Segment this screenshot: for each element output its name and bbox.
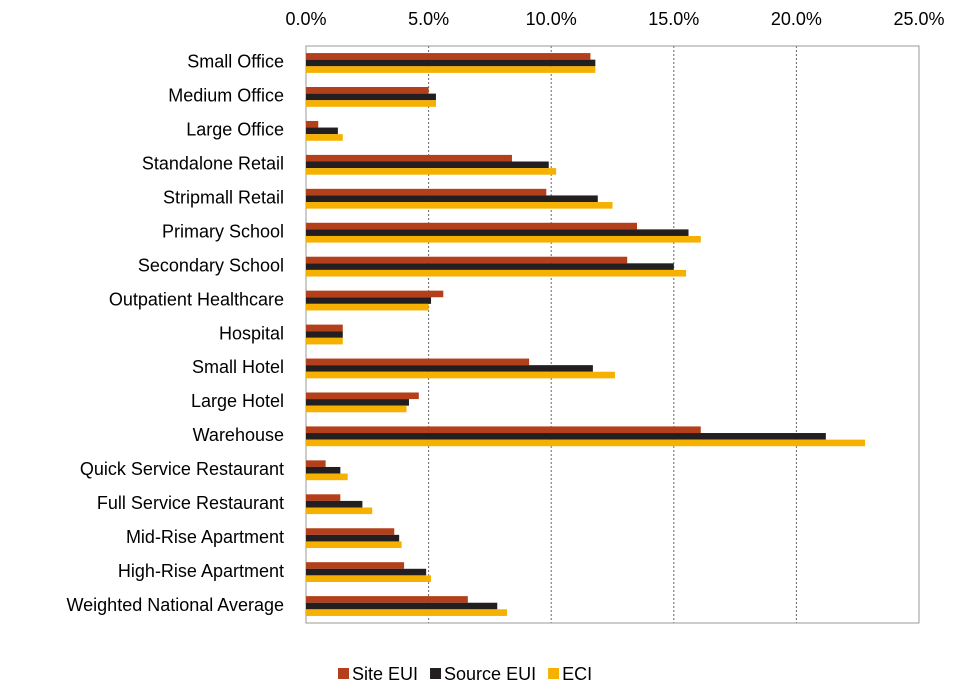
bar bbox=[306, 297, 432, 304]
bar bbox=[306, 399, 409, 406]
bar bbox=[306, 575, 432, 582]
x-tick-label: 5.0% bbox=[408, 9, 449, 29]
legend-label: Site EUI bbox=[352, 664, 418, 684]
bar bbox=[306, 269, 687, 277]
bar bbox=[306, 609, 508, 616]
bar bbox=[306, 222, 638, 230]
legend-label: ECI bbox=[562, 664, 592, 684]
x-tick-label: 10.0% bbox=[526, 9, 577, 29]
y-tick-label: Outpatient Healthcare bbox=[109, 289, 284, 309]
bar bbox=[306, 405, 407, 413]
bar bbox=[306, 371, 615, 379]
bar bbox=[306, 331, 343, 338]
bar bbox=[306, 53, 591, 60]
y-tick-label: Weighted National Average bbox=[67, 595, 285, 615]
bar bbox=[306, 534, 400, 542]
bar bbox=[306, 263, 674, 270]
bar bbox=[306, 127, 338, 135]
bar bbox=[306, 229, 689, 236]
bar bbox=[306, 59, 596, 67]
bar bbox=[306, 500, 363, 508]
y-tick-label: Primary School bbox=[162, 221, 284, 241]
bar bbox=[306, 602, 498, 610]
y-tick-label: Secondary School bbox=[138, 255, 284, 275]
y-tick-label: Medium Office bbox=[168, 86, 284, 106]
bar bbox=[306, 168, 557, 175]
y-tick-label: Warehouse bbox=[193, 425, 284, 445]
bar bbox=[306, 161, 549, 169]
bar bbox=[306, 562, 405, 569]
bar bbox=[306, 460, 326, 467]
bar bbox=[306, 337, 343, 345]
x-tick-label: 20.0% bbox=[771, 9, 822, 29]
y-tick-label: High-Rise Apartment bbox=[118, 561, 284, 581]
bar bbox=[306, 494, 341, 501]
bar bbox=[306, 256, 628, 264]
x-tick-label: 25.0% bbox=[893, 9, 944, 29]
bar bbox=[306, 507, 373, 515]
y-tick-label: Small Office bbox=[187, 52, 284, 72]
bar bbox=[306, 568, 427, 576]
bar bbox=[306, 392, 419, 400]
y-tick-label: Hospital bbox=[219, 323, 284, 343]
bar bbox=[306, 473, 348, 481]
x-tick-label: 15.0% bbox=[648, 9, 699, 29]
legend-label: Source EUI bbox=[444, 664, 536, 684]
legend-swatch bbox=[430, 668, 442, 679]
bar bbox=[306, 365, 593, 372]
bar bbox=[306, 439, 866, 447]
bar bbox=[306, 528, 395, 535]
y-tick-label: Large Hotel bbox=[191, 391, 284, 411]
bar bbox=[306, 134, 343, 141]
bar bbox=[306, 466, 341, 474]
bar bbox=[306, 303, 429, 311]
bar bbox=[306, 358, 530, 366]
bar bbox=[306, 235, 701, 243]
bar bbox=[306, 93, 436, 101]
bar bbox=[306, 433, 826, 440]
bar bbox=[306, 154, 512, 162]
y-tick-label: Quick Service Restaurant bbox=[80, 459, 284, 479]
y-tick-label: Large Office bbox=[186, 120, 284, 140]
y-tick-label: Full Service Restaurant bbox=[97, 493, 284, 513]
bar bbox=[306, 596, 468, 603]
bar bbox=[306, 541, 402, 549]
bar bbox=[306, 324, 343, 332]
y-tick-label: Stripmall Retail bbox=[163, 187, 284, 207]
bar bbox=[306, 100, 436, 107]
bar bbox=[306, 120, 319, 128]
bar bbox=[306, 426, 701, 434]
y-tick-label: Small Hotel bbox=[192, 357, 284, 377]
bar bbox=[306, 195, 598, 203]
legend-swatch bbox=[548, 668, 560, 679]
y-tick-label: Standalone Retail bbox=[142, 154, 284, 174]
bar bbox=[306, 290, 444, 298]
bar bbox=[306, 66, 596, 73]
bar bbox=[306, 188, 547, 196]
legend-swatch bbox=[338, 668, 349, 679]
bar bbox=[306, 202, 613, 209]
y-tick-label: Mid-Rise Apartment bbox=[126, 527, 284, 547]
x-tick-label: 0.0% bbox=[285, 9, 326, 29]
bar bbox=[306, 87, 429, 94]
